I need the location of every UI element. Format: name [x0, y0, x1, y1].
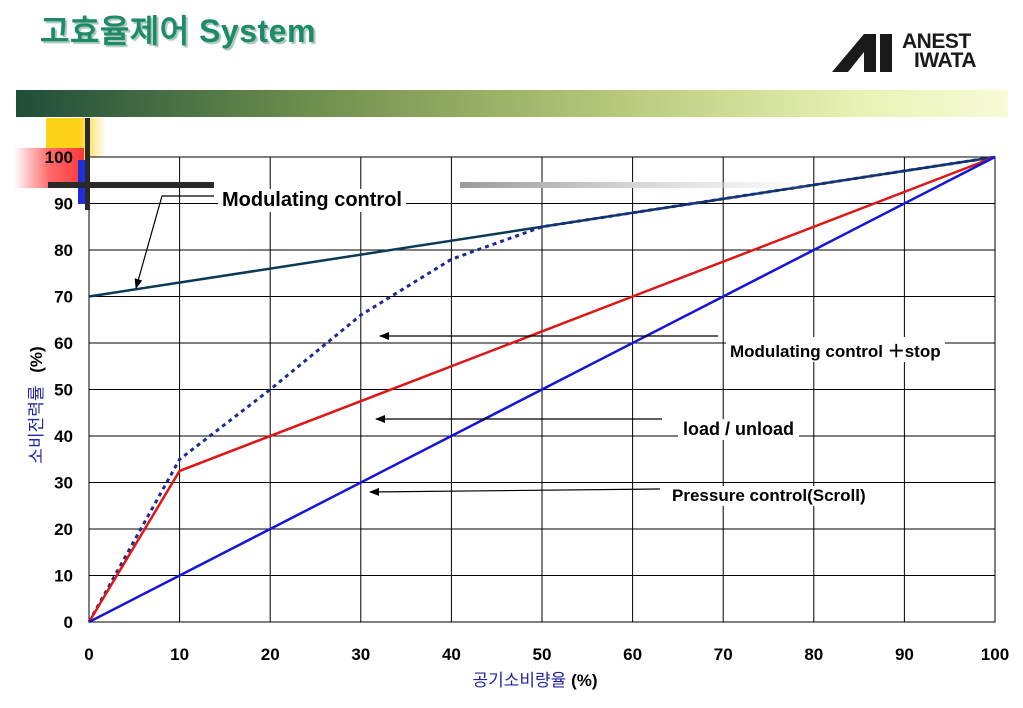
x-tick-label: 30 [351, 645, 370, 664]
y-tick-label: 100 [45, 148, 73, 167]
series-line-3 [88, 155, 996, 624]
y-tick-label: 50 [54, 381, 73, 400]
decor-vertical-line [85, 118, 90, 210]
x-axis-label-unit: (%) [571, 671, 598, 690]
y-axis-ticks: 0 10 20 30 40 50 60 70 80 90 100 [45, 148, 73, 632]
y-tick-label: 0 [64, 613, 73, 632]
x-tick-label: 80 [804, 645, 823, 664]
x-tick-label: 0 [84, 645, 93, 664]
y-axis-label-text: 소비전력률 [27, 385, 46, 463]
annotation-modulating-control: Modulating control [218, 189, 406, 212]
header-banner [16, 90, 1008, 117]
y-tick-label: 90 [54, 195, 73, 214]
decor-gradient-line [460, 182, 810, 188]
y-tick-label: 30 [54, 474, 73, 493]
arrow-pressure-control [369, 487, 661, 496]
y-axis-label-unit: (%) [27, 346, 46, 372]
annotation-load-unload: load / unload [678, 419, 799, 440]
decor-red-block [14, 148, 84, 188]
x-tick-label: 90 [895, 645, 914, 664]
x-tick-label: 10 [170, 645, 189, 664]
x-tick-label: 50 [533, 645, 552, 664]
y-axis-label: 소비전력률 (%) [27, 346, 46, 463]
logo-line-1: ANEST [902, 30, 971, 53]
logo-text: ANEST IWATA [902, 30, 977, 72]
chart-series [87, 155, 996, 624]
svg-text:소비전력률 (%): 소비전력률 (%) [27, 346, 46, 463]
annotation-arrows [134, 195, 718, 496]
x-tick-label: 60 [623, 645, 642, 664]
y-tick-label: 70 [54, 288, 73, 307]
annotation-modulating-stop: Modulating control ＋stop [726, 337, 945, 362]
slide-title: 고효율제어 System [40, 13, 316, 49]
arrow-modulating-control [134, 195, 214, 289]
logo-line-2: IWATA [914, 49, 977, 72]
y-tick-label: 60 [54, 334, 73, 353]
y-tick-label: 40 [54, 427, 73, 446]
annotation-pressure-control: Pressure control(Scroll) [667, 486, 871, 506]
series-line-0 [88, 155, 996, 298]
series-line-2 [87, 155, 996, 623]
x-tick-label: 70 [714, 645, 733, 664]
x-axis-ticks: 0 10 20 30 40 50 60 70 80 90 100 [84, 645, 1009, 664]
decor-horizontal-line [48, 182, 214, 188]
x-axis-label-text: 공기소비량율 [472, 671, 567, 690]
x-tick-label: 40 [442, 645, 461, 664]
y-tick-label: 10 [54, 567, 73, 586]
y-tick-label: 20 [54, 520, 73, 539]
x-tick-label: 20 [261, 645, 280, 664]
x-tick-label: 100 [981, 645, 1009, 664]
anest-iwata-logo [832, 34, 892, 72]
x-axis-label: 공기소비량율 (%) [400, 666, 670, 691]
y-tick-label: 80 [54, 241, 73, 260]
logo-mark-icon [832, 34, 876, 72]
